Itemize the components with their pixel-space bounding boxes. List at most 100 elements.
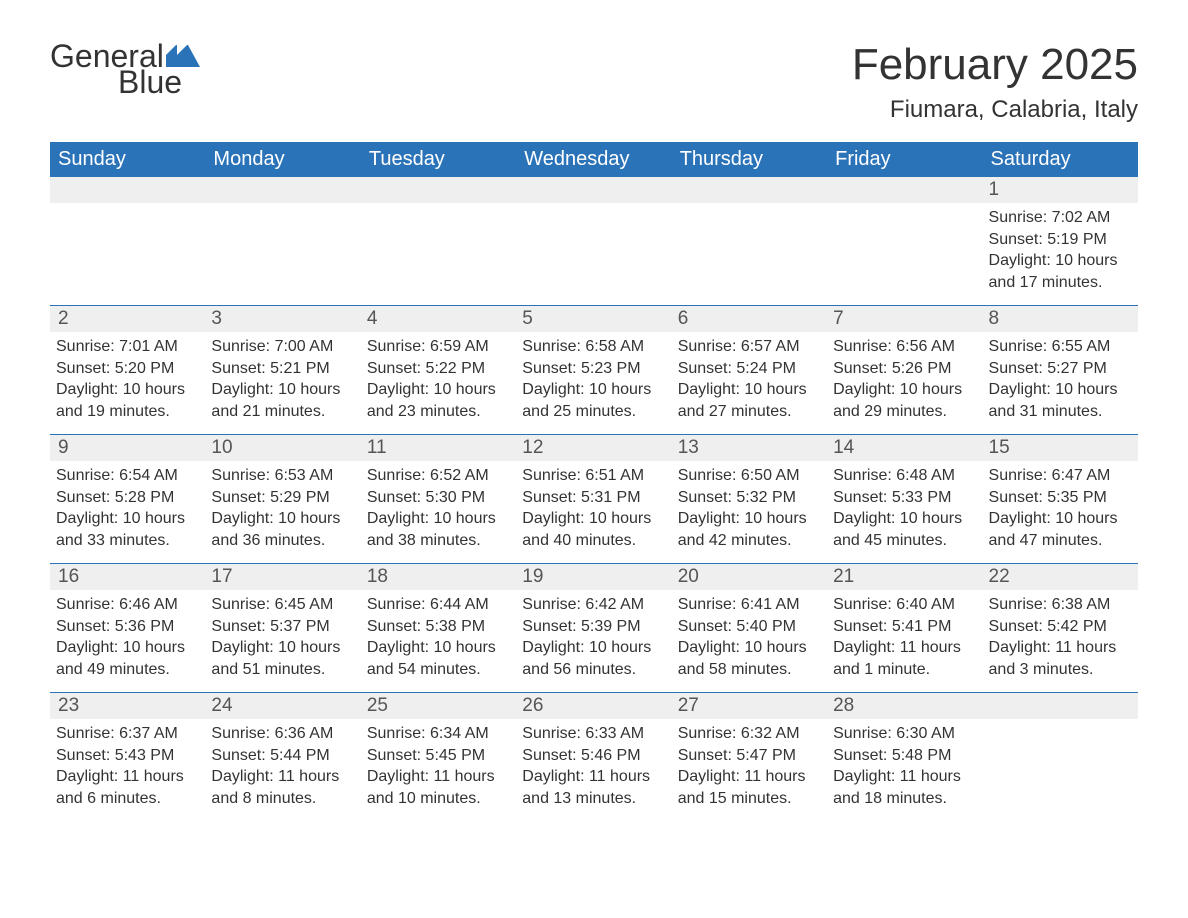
daylight-text: Daylight: 10 hours and 49 minutes. [56,637,199,680]
day-header-thursday: Thursday [672,142,827,177]
daylight-text: Daylight: 11 hours and 10 minutes. [367,766,510,809]
daylight-text: Daylight: 10 hours and 36 minutes. [211,508,354,551]
day-header-monday: Monday [205,142,360,177]
calendar-cell: 21Sunrise: 6:40 AMSunset: 5:41 PMDayligh… [827,564,982,692]
sunset-text: Sunset: 5:24 PM [678,358,821,380]
calendar: Sunday Monday Tuesday Wednesday Thursday… [50,142,1138,821]
sunset-text: Sunset: 5:47 PM [678,745,821,767]
sunrise-text: Sunrise: 6:41 AM [678,594,821,616]
day-header-wednesday: Wednesday [516,142,671,177]
cell-body: Sunrise: 6:45 AMSunset: 5:37 PMDaylight:… [205,590,360,686]
day-number: 1 [983,177,1138,203]
sunrise-text: Sunrise: 6:37 AM [56,723,199,745]
day-header-row: Sunday Monday Tuesday Wednesday Thursday… [50,142,1138,177]
sunrise-text: Sunrise: 6:57 AM [678,336,821,358]
sunset-text: Sunset: 5:32 PM [678,487,821,509]
cell-body: Sunrise: 6:33 AMSunset: 5:46 PMDaylight:… [516,719,671,815]
cell-body: Sunrise: 7:00 AMSunset: 5:21 PMDaylight:… [205,332,360,428]
daylight-text: Daylight: 10 hours and 51 minutes. [211,637,354,680]
day-number: 15 [983,435,1138,461]
sunset-text: Sunset: 5:36 PM [56,616,199,638]
daylight-text: Daylight: 10 hours and 17 minutes. [989,250,1132,293]
daylight-text: Daylight: 10 hours and 25 minutes. [522,379,665,422]
sunset-text: Sunset: 5:19 PM [989,229,1132,251]
calendar-cell [672,177,827,305]
calendar-cell [516,177,671,305]
sunrise-text: Sunrise: 6:42 AM [522,594,665,616]
sunrise-text: Sunrise: 7:02 AM [989,207,1132,229]
sunrise-text: Sunrise: 6:53 AM [211,465,354,487]
cell-body: Sunrise: 6:40 AMSunset: 5:41 PMDaylight:… [827,590,982,686]
sunset-text: Sunset: 5:26 PM [833,358,976,380]
day-number: 26 [516,693,671,719]
calendar-cell: 27Sunrise: 6:32 AMSunset: 5:47 PMDayligh… [672,693,827,821]
calendar-cell: 23Sunrise: 6:37 AMSunset: 5:43 PMDayligh… [50,693,205,821]
calendar-week: 23Sunrise: 6:37 AMSunset: 5:43 PMDayligh… [50,692,1138,821]
cell-body: Sunrise: 6:53 AMSunset: 5:29 PMDaylight:… [205,461,360,557]
sunset-text: Sunset: 5:22 PM [367,358,510,380]
calendar-cell: 8Sunrise: 6:55 AMSunset: 5:27 PMDaylight… [983,306,1138,434]
sunset-text: Sunset: 5:42 PM [989,616,1132,638]
cell-body: Sunrise: 6:48 AMSunset: 5:33 PMDaylight:… [827,461,982,557]
calendar-cell: 15Sunrise: 6:47 AMSunset: 5:35 PMDayligh… [983,435,1138,563]
sunset-text: Sunset: 5:28 PM [56,487,199,509]
calendar-cell: 3Sunrise: 7:00 AMSunset: 5:21 PMDaylight… [205,306,360,434]
daylight-text: Daylight: 10 hours and 47 minutes. [989,508,1132,551]
day-number: 25 [361,693,516,719]
calendar-cell [983,693,1138,821]
sunrise-text: Sunrise: 6:34 AM [367,723,510,745]
sunrise-text: Sunrise: 6:30 AM [833,723,976,745]
day-number: 16 [50,564,205,590]
cell-body: Sunrise: 6:42 AMSunset: 5:39 PMDaylight:… [516,590,671,686]
day-number [361,177,516,203]
daylight-text: Daylight: 10 hours and 31 minutes. [989,379,1132,422]
daylight-text: Daylight: 10 hours and 40 minutes. [522,508,665,551]
calendar-cell: 19Sunrise: 6:42 AMSunset: 5:39 PMDayligh… [516,564,671,692]
calendar-cell: 5Sunrise: 6:58 AMSunset: 5:23 PMDaylight… [516,306,671,434]
day-number: 23 [50,693,205,719]
sunrise-text: Sunrise: 6:36 AM [211,723,354,745]
cell-body: Sunrise: 6:54 AMSunset: 5:28 PMDaylight:… [50,461,205,557]
sunset-text: Sunset: 5:23 PM [522,358,665,380]
sunset-text: Sunset: 5:35 PM [989,487,1132,509]
daylight-text: Daylight: 10 hours and 45 minutes. [833,508,976,551]
daylight-text: Daylight: 10 hours and 54 minutes. [367,637,510,680]
month-title: February 2025 [852,40,1138,90]
day-number: 22 [983,564,1138,590]
calendar-cell: 18Sunrise: 6:44 AMSunset: 5:38 PMDayligh… [361,564,516,692]
calendar-week: 2Sunrise: 7:01 AMSunset: 5:20 PMDaylight… [50,305,1138,434]
day-number: 11 [361,435,516,461]
calendar-cell: 12Sunrise: 6:51 AMSunset: 5:31 PMDayligh… [516,435,671,563]
calendar-cell: 25Sunrise: 6:34 AMSunset: 5:45 PMDayligh… [361,693,516,821]
sunset-text: Sunset: 5:29 PM [211,487,354,509]
calendar-cell [361,177,516,305]
calendar-week: 9Sunrise: 6:54 AMSunset: 5:28 PMDaylight… [50,434,1138,563]
day-number: 19 [516,564,671,590]
daylight-text: Daylight: 11 hours and 6 minutes. [56,766,199,809]
sunrise-text: Sunrise: 6:50 AM [678,465,821,487]
day-number [205,177,360,203]
day-header-friday: Friday [827,142,982,177]
cell-body: Sunrise: 6:30 AMSunset: 5:48 PMDaylight:… [827,719,982,815]
day-number: 27 [672,693,827,719]
sunset-text: Sunset: 5:30 PM [367,487,510,509]
calendar-body: 1Sunrise: 7:02 AMSunset: 5:19 PMDaylight… [50,177,1138,821]
daylight-text: Daylight: 11 hours and 13 minutes. [522,766,665,809]
daylight-text: Daylight: 11 hours and 3 minutes. [989,637,1132,680]
day-number: 4 [361,306,516,332]
sunset-text: Sunset: 5:38 PM [367,616,510,638]
sunrise-text: Sunrise: 6:51 AM [522,465,665,487]
calendar-cell: 28Sunrise: 6:30 AMSunset: 5:48 PMDayligh… [827,693,982,821]
calendar-cell [205,177,360,305]
cell-body: Sunrise: 6:37 AMSunset: 5:43 PMDaylight:… [50,719,205,815]
sunrise-text: Sunrise: 7:01 AM [56,336,199,358]
sunrise-text: Sunrise: 6:54 AM [56,465,199,487]
day-header-saturday: Saturday [983,142,1138,177]
cell-body: Sunrise: 7:01 AMSunset: 5:20 PMDaylight:… [50,332,205,428]
calendar-cell: 17Sunrise: 6:45 AMSunset: 5:37 PMDayligh… [205,564,360,692]
cell-body: Sunrise: 6:57 AMSunset: 5:24 PMDaylight:… [672,332,827,428]
calendar-cell: 14Sunrise: 6:48 AMSunset: 5:33 PMDayligh… [827,435,982,563]
sunrise-text: Sunrise: 6:33 AM [522,723,665,745]
sunrise-text: Sunrise: 7:00 AM [211,336,354,358]
daylight-text: Daylight: 10 hours and 33 minutes. [56,508,199,551]
